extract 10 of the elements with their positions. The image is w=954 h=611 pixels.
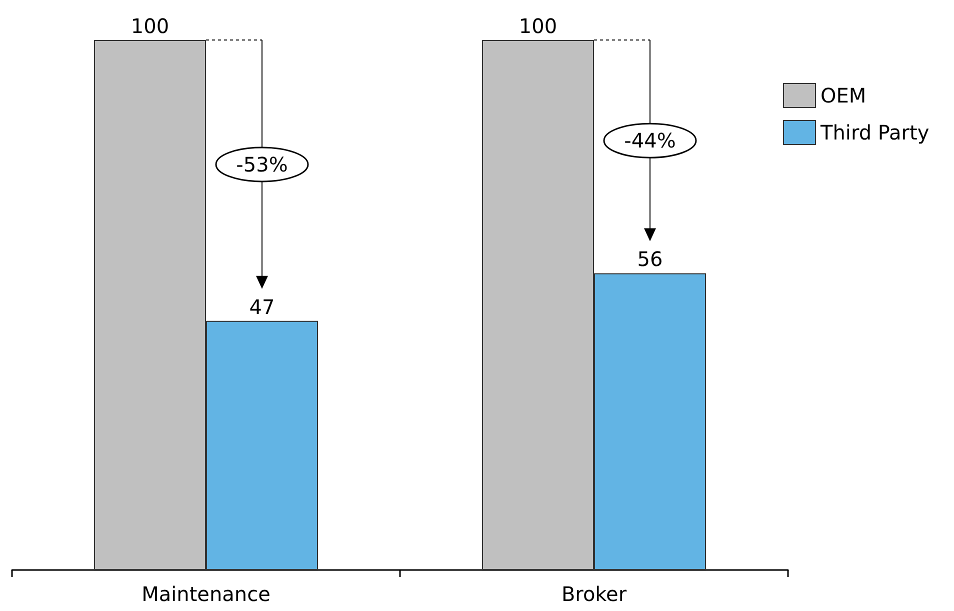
data-label: 100 bbox=[518, 14, 558, 38]
x-tick-label: Maintenance bbox=[142, 582, 270, 606]
legend-label: Third Party bbox=[820, 120, 930, 144]
data-label: 56 bbox=[637, 247, 663, 272]
annotation: -44% bbox=[624, 128, 676, 153]
data-label: 100 bbox=[130, 14, 170, 38]
legend-label: OEM bbox=[820, 84, 866, 108]
x-tick-label: Broker bbox=[561, 582, 628, 606]
data-label: 47 bbox=[249, 294, 275, 319]
annotation: -53% bbox=[236, 152, 288, 176]
